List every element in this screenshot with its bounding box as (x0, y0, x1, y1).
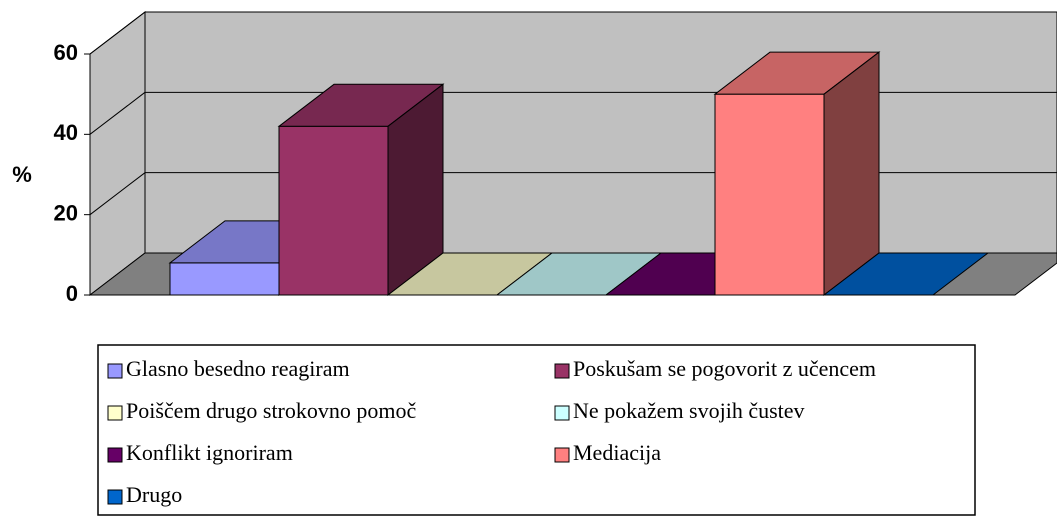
legend-label: Konflikt ignoriram (126, 440, 293, 465)
legend-swatch (554, 405, 570, 421)
legend-label: Ne pokažem svojih čustev (573, 398, 805, 423)
y-tick-label: 40 (54, 120, 78, 145)
y-tick-label: 20 (54, 200, 78, 225)
grid-line (89, 91, 146, 135)
legend-label: Poiščem drugo strokovno pomoč (126, 398, 416, 423)
legend-swatch (107, 363, 123, 379)
bar-front (278, 125, 389, 296)
legend-swatch (554, 363, 570, 379)
grid-line (89, 172, 146, 216)
y-axis-label: % (12, 162, 32, 187)
y-tick-label: 0 (66, 281, 78, 306)
grid-line (89, 11, 146, 55)
legend-swatch (554, 447, 570, 463)
bar-front (714, 93, 825, 296)
legend-swatch (107, 405, 123, 421)
side-wall (89, 10, 146, 297)
legend-label: Poskušam se pogovorit z učencem (573, 356, 876, 381)
legend-swatch (107, 447, 123, 463)
legend-label: Mediacija (573, 440, 661, 465)
bar-side (823, 51, 880, 297)
legend-label: Glasno besedno reagiram (126, 356, 350, 381)
legend-label: Drugo (126, 482, 182, 507)
y-tick-label: 60 (54, 40, 78, 65)
bar-front (169, 262, 280, 296)
legend (97, 344, 976, 516)
bar-top (822, 252, 990, 296)
legend-swatch (107, 489, 123, 505)
